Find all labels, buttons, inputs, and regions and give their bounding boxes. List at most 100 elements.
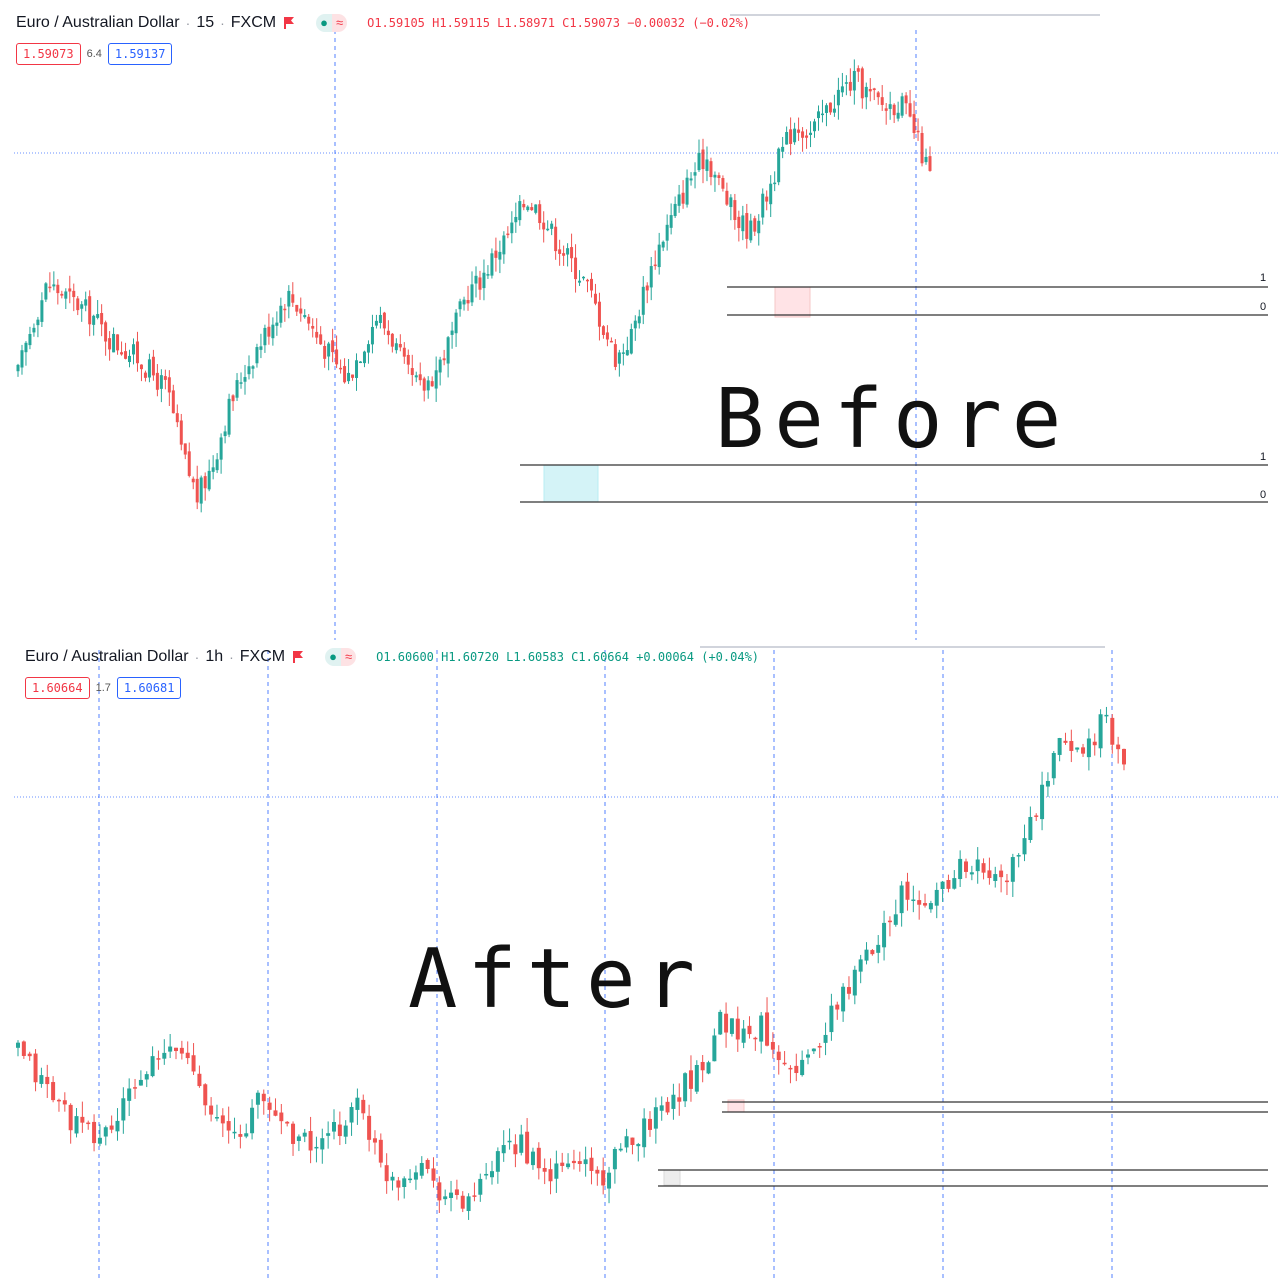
candle-body: [92, 315, 96, 325]
candle-body: [68, 1104, 73, 1131]
flag-icon[interactable]: [282, 16, 296, 30]
candle-body: [127, 1088, 132, 1101]
candle-body: [299, 308, 303, 314]
candle-body: [884, 108, 888, 111]
chart-panel-after[interactable]: Euro / Australian Dollar · 1h · FXCM ● ≈ …: [0, 640, 1280, 1280]
candle-body: [235, 380, 239, 398]
candle-body: [665, 1101, 670, 1113]
sell-price-button[interactable]: 1.59073: [16, 43, 81, 65]
candle-body: [143, 372, 147, 378]
candle-body: [124, 351, 128, 359]
buy-price-button[interactable]: 1.60681: [116, 677, 182, 699]
candle-body: [765, 1012, 770, 1046]
candle-body: [422, 378, 426, 391]
candle-body: [466, 1196, 471, 1212]
candle-body: [607, 1172, 612, 1189]
before-label: Before: [715, 372, 1072, 467]
candle-body: [835, 1004, 840, 1010]
level-tag: 1: [1260, 451, 1267, 463]
candle-body: [653, 1107, 658, 1129]
order-block-zone: [774, 286, 811, 318]
market-open-icon: ●: [316, 14, 332, 32]
candle-body: [358, 361, 362, 364]
candle-body: [175, 413, 179, 423]
candle-body: [887, 920, 892, 923]
candle-body: [275, 322, 279, 326]
candle-body: [605, 332, 609, 340]
candle-body: [151, 356, 155, 376]
candle-body: [940, 881, 945, 890]
candle-body: [287, 290, 291, 307]
candle-body: [578, 280, 582, 283]
candle-body: [97, 1137, 102, 1144]
sell-price-button[interactable]: 1.60664: [25, 677, 90, 699]
candle-body: [128, 355, 132, 363]
candle-body: [76, 298, 80, 311]
flag-icon[interactable]: [291, 650, 305, 664]
candle-body: [617, 352, 621, 364]
market-status-pill[interactable]: ● ≈: [325, 648, 357, 666]
toolbar-divider: [700, 646, 1105, 648]
candle-body: [1057, 738, 1062, 755]
interval-label[interactable]: 15: [196, 14, 215, 31]
candle-body: [1010, 857, 1015, 882]
candle-body: [993, 874, 998, 881]
candle-body: [753, 218, 757, 232]
candle-body: [243, 377, 247, 382]
market-open-icon: ●: [325, 648, 341, 666]
candle-body: [593, 293, 597, 304]
candle-body: [425, 1159, 430, 1169]
candle-body: [1081, 747, 1086, 754]
candle-body: [203, 1084, 208, 1106]
chart-panel-before[interactable]: Euro / Australian Dollar · 15 · FXCM ● ≈ …: [0, 0, 1280, 640]
candle-body: [285, 1121, 290, 1124]
symbol-name[interactable]: Euro / Australian Dollar: [16, 14, 180, 31]
candle-body: [952, 878, 957, 889]
candle-body: [928, 156, 932, 171]
candle-body: [100, 313, 104, 325]
candle-body: [219, 437, 223, 460]
candle-body: [378, 314, 382, 324]
candle-body: [514, 216, 518, 223]
candle-body: [975, 859, 980, 872]
candle-body: [536, 1147, 541, 1169]
candle-body: [133, 1087, 138, 1089]
candle-body: [820, 113, 824, 116]
buy-price-button[interactable]: 1.59137: [107, 43, 173, 65]
candle-body: [597, 301, 601, 327]
candle-body: [601, 1170, 606, 1186]
candle-body: [349, 1107, 354, 1123]
candle-body: [370, 326, 374, 345]
symbol-name[interactable]: Euro / Australian Dollar: [25, 648, 189, 665]
candle-body: [876, 944, 881, 953]
candle-body: [824, 105, 828, 113]
candle-body: [454, 1189, 459, 1195]
ohlc-values: O1.59105 H1.59115 L1.58971 C1.59073 −0.0…: [367, 16, 751, 30]
market-status-pill[interactable]: ● ≈: [316, 14, 348, 32]
candle-body: [21, 1041, 26, 1056]
candle-body: [785, 131, 789, 145]
candle-body: [648, 1118, 652, 1130]
candle-body: [701, 149, 705, 170]
candle-body: [735, 1018, 740, 1040]
candle-body: [232, 1131, 237, 1134]
candle-body: [888, 104, 892, 109]
candle-body: [367, 1115, 372, 1140]
candle-body: [462, 299, 466, 305]
candle-body: [759, 1015, 764, 1042]
candle-body: [841, 986, 846, 1012]
candle-body: [788, 1067, 793, 1070]
candle-body: [724, 1013, 729, 1033]
candle-body: [211, 467, 215, 472]
candle-body: [171, 390, 175, 414]
interval-label[interactable]: 1h: [205, 648, 224, 665]
candle-body: [694, 1065, 699, 1092]
candle-body: [609, 340, 613, 343]
candle-body: [506, 233, 510, 236]
candle-body: [56, 284, 60, 294]
candle-body: [595, 1169, 600, 1174]
candle-body: [550, 223, 554, 229]
candle-body: [1004, 880, 1009, 883]
candlestick-chart-before[interactable]: [0, 0, 1280, 640]
candlestick-chart-after[interactable]: [0, 640, 1280, 1280]
